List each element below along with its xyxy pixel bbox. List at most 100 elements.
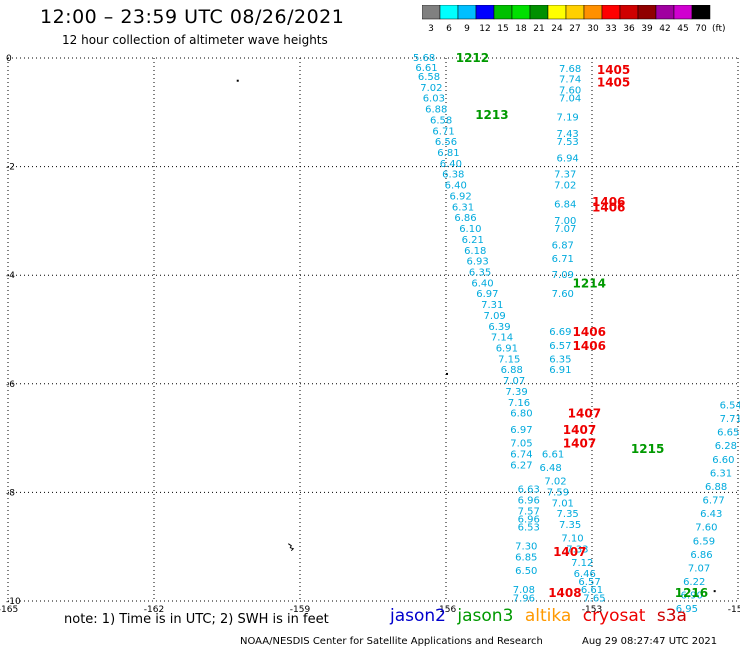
swh-value: 7.30 — [515, 542, 537, 553]
swh-value: 6.61 — [415, 63, 437, 74]
pass-time-label: 1408 — [548, 586, 581, 600]
pass-time-label: 1213 — [475, 108, 508, 122]
swh-value: 6.61 — [581, 585, 603, 596]
swh-value: 6.96 — [518, 496, 540, 507]
swh-value: 6.50 — [515, 566, 537, 577]
swh-value: 7.19 — [557, 113, 579, 124]
lat-tick-label: 0 — [6, 54, 12, 64]
swh-value: 7.09 — [484, 311, 506, 322]
swh-value: 6.71 — [552, 254, 574, 265]
swh-value: 6.40 — [440, 159, 462, 170]
lon-tick-label: -159 — [290, 605, 311, 615]
swh-value: 6.39 — [488, 322, 510, 333]
swh-value: 7.68 — [559, 64, 581, 75]
swh-value: 6.38 — [442, 170, 464, 181]
lon-tick-label: -156 — [436, 605, 457, 615]
swh-value: 6.21 — [462, 235, 484, 246]
swh-value: 6.90 — [681, 591, 703, 602]
swh-value: 6.97 — [510, 425, 532, 436]
swh-value: 6.40 — [471, 278, 493, 289]
swh-value: 6.60 — [712, 455, 734, 466]
swh-value: 7.60 — [695, 523, 717, 534]
swh-value: 6.57 — [549, 341, 571, 352]
swh-value: 6.86 — [454, 213, 476, 224]
swh-value: 7.43 — [557, 129, 579, 140]
lon-tick-label: -165 — [0, 605, 18, 615]
pass-time-label: 1406 — [573, 325, 606, 339]
swh-value: 6.56 — [435, 137, 457, 148]
swh-value: 5.68 — [413, 53, 435, 64]
swh-value: 6.91 — [549, 365, 571, 376]
swh-value: 7.04 — [559, 94, 581, 105]
swh-value: 7.07 — [688, 563, 710, 574]
swh-value: 7.71 — [720, 414, 740, 425]
color-bin-label: 18 — [515, 24, 527, 34]
swh-value: 6.92 — [449, 191, 471, 202]
pass-time-label: 1405 — [597, 75, 630, 89]
swh-value: 6.94 — [557, 153, 579, 164]
color-bin-label: 70 — [695, 24, 707, 34]
swh-value: 6.74 — [510, 449, 532, 460]
color-bin-label: 9 — [464, 24, 470, 34]
swh-value: 7.31 — [481, 300, 503, 311]
units-note: note: 1) Time is in UTC; 2) SWH is in fe… — [64, 612, 329, 627]
swh-value: 6.54 — [720, 401, 740, 412]
swh-value: 6.40 — [445, 181, 467, 192]
swh-value: 7.57 — [518, 506, 540, 517]
swh-value: 6.10 — [459, 224, 481, 235]
swh-value: 6.85 — [515, 553, 537, 564]
swh-value: 7.39 — [505, 387, 527, 398]
page-title: 12:00 – 23:59 UTC 08/26/2021 — [40, 6, 345, 28]
pass-time-label: 1407 — [563, 437, 596, 451]
swh-value: 6.69 — [549, 327, 571, 338]
lat-tick-label: -10 — [6, 597, 21, 607]
swh-value: 6.91 — [496, 344, 518, 355]
swh-value: 7.33 — [566, 544, 588, 555]
swh-value: 6.95 — [676, 604, 698, 615]
swh-value: 6.31 — [452, 202, 474, 213]
swh-value: 6.28 — [715, 441, 737, 452]
color-unit-label: (ft) — [712, 24, 726, 34]
footer-timestamp: Aug 29 08:27:47 UTC 2021 — [582, 636, 718, 647]
swh-value: 6.03 — [423, 94, 445, 105]
swh-value: 6.59 — [693, 536, 715, 547]
swh-value: 6.86 — [690, 550, 712, 561]
color-bin-label: 21 — [533, 24, 544, 34]
color-bin-label: 30 — [587, 24, 599, 34]
swh-value: 6.97 — [476, 289, 498, 300]
swh-value: 6.96 — [518, 515, 540, 526]
swh-value: 6.18 — [464, 246, 486, 257]
lon-tick-label: -153 — [582, 605, 602, 615]
color-bin-label: 42 — [659, 24, 670, 34]
island-mark — [713, 590, 716, 593]
swh-value: 7.16 — [508, 398, 530, 409]
pass-time-label: 1407 — [553, 545, 586, 559]
swh-value: 6.46 — [574, 569, 596, 580]
swh-value: 7.10 — [561, 534, 583, 545]
lat-tick-label: -2 — [6, 163, 15, 173]
swh-value: 7.60 — [559, 86, 581, 97]
lat-tick-label: -8 — [6, 488, 15, 498]
lon-tick-label: -150 — [728, 605, 740, 615]
swh-value: 7.07 — [503, 376, 525, 387]
footer-credit: NOAA/NESDIS Center for Satellite Applica… — [240, 636, 543, 647]
swh-value: 7.08 — [513, 585, 535, 596]
swh-value: 7.02 — [420, 83, 442, 94]
lat-tick-label: -4 — [6, 271, 15, 281]
swh-value: 6.81 — [437, 148, 459, 159]
color-bin-label: 6 — [446, 24, 452, 34]
swh-value: 7.53 — [557, 137, 579, 148]
color-bin-label: 33 — [605, 24, 616, 34]
swh-value: 7.02 — [544, 477, 566, 488]
swh-value: 6.48 — [540, 463, 562, 474]
swh-value: 6.53 — [518, 523, 540, 534]
island-outline — [287, 543, 295, 552]
swh-value: 6.58 — [418, 72, 440, 83]
swh-value: 6.88 — [425, 105, 447, 116]
swh-value: 7.02 — [554, 181, 576, 192]
map-grid — [7, 57, 739, 602]
swh-value: 7.15 — [498, 354, 520, 365]
pass-time-label: 1407 — [568, 407, 601, 421]
pass-time-label: 1216 — [675, 586, 708, 600]
page-subtitle: 12 hour collection of altimeter wave hei… — [62, 33, 328, 47]
